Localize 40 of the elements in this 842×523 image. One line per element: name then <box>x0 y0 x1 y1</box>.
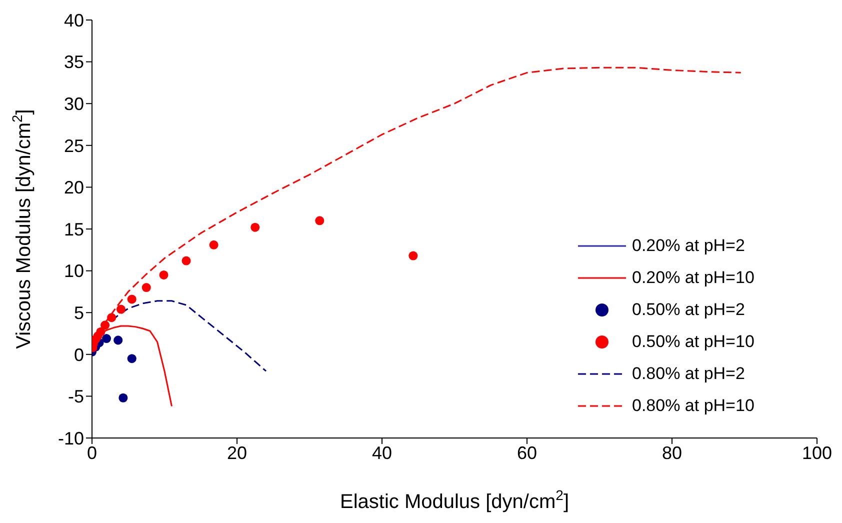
y-tick-label: 35 <box>64 52 84 72</box>
point <box>142 283 151 292</box>
point <box>408 251 418 260</box>
point <box>127 354 136 364</box>
point <box>250 222 260 232</box>
legend-label: 0.20% at pH=10 <box>632 268 754 288</box>
legend-label: 0.20% at pH=2 <box>632 236 745 256</box>
point <box>114 336 123 345</box>
y-tick-label: 30 <box>64 94 84 114</box>
point <box>118 393 128 402</box>
y-tick-label: -10 <box>58 428 84 448</box>
y-tick-label: 0 <box>74 344 84 365</box>
point <box>107 313 116 322</box>
point <box>96 327 106 336</box>
y-tick-label: 40 <box>64 10 84 30</box>
y-tick-label: 10 <box>64 261 84 282</box>
x-tick-label: 20 <box>226 442 248 463</box>
point <box>100 320 110 330</box>
y-tick-label: -5 <box>68 386 84 407</box>
x-tick-label: 0 <box>86 442 98 463</box>
y-tick-label: 15 <box>64 219 84 240</box>
point <box>127 294 136 304</box>
y-tick-label: 25 <box>64 136 84 156</box>
x-tick-label: 60 <box>516 442 538 463</box>
legend-label: 0.50% at pH=10 <box>632 332 754 352</box>
x-tick-label: 100 <box>802 442 832 463</box>
point <box>102 334 112 344</box>
point <box>182 256 191 266</box>
point <box>159 270 168 280</box>
legend-label: 0.80% at pH=10 <box>632 396 754 416</box>
point <box>209 240 218 250</box>
y-tick-label: 20 <box>64 178 84 198</box>
legend-label: 0.50% at pH=2 <box>632 300 745 320</box>
x-tick-label: 80 <box>662 442 682 463</box>
point <box>315 216 324 226</box>
legend-label: 0.80% at pH=2 <box>632 364 745 384</box>
point <box>116 304 126 314</box>
y-tick-label: 5 <box>74 302 84 323</box>
x-axis-title: Elastic Modulus [dyn/cm$^{2}$] <box>340 487 569 513</box>
x-tick-label: 40 <box>372 442 392 463</box>
